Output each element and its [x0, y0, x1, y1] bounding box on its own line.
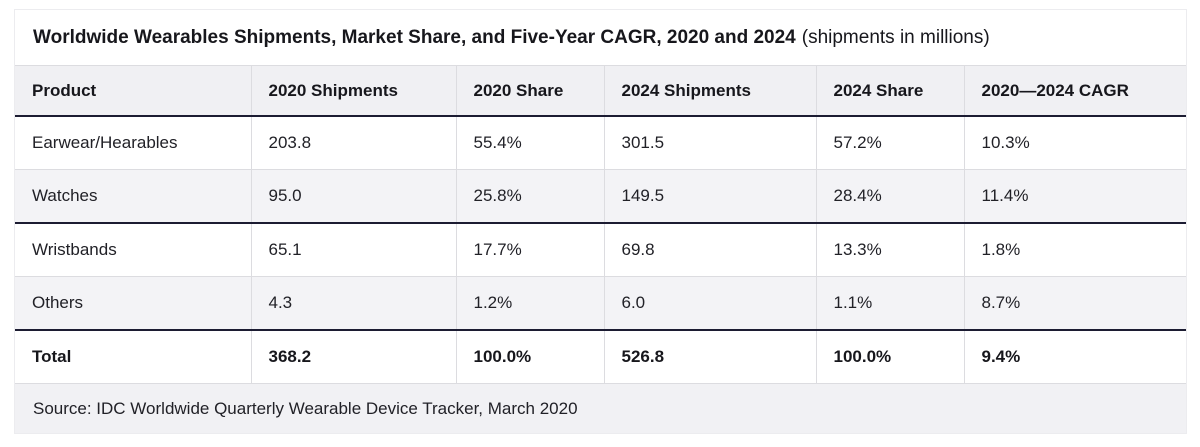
column-header-2024-shipments: 2024 Shipments [603, 65, 816, 116]
cell-2020-share: 100.0% [455, 330, 604, 384]
total-row: Total 368.2 100.0% 526.8 100.0% 9.4% [15, 330, 1186, 384]
cell-product: Earwear/Hearables [32, 133, 178, 152]
column-header-2020-share: 2020 Share [455, 65, 604, 116]
cell-2024-shipments: 526.8 [603, 330, 816, 384]
source-note: Source: IDC Worldwide Quarterly Wearable… [15, 384, 1186, 433]
cell-cagr: 9.4% [963, 330, 1186, 384]
cell-2024-shipments: 149.5 [603, 169, 816, 223]
cell-2024-shipments: 69.8 [603, 223, 816, 277]
table-row: Watches 95.0 25.8% 149.5 28.4% 11.4% [15, 169, 1186, 223]
cell-product: Wristbands [32, 240, 117, 259]
cell-2024-share: 100.0% [815, 330, 964, 384]
cell-cagr: 8.7% [963, 276, 1186, 330]
cell-2020-shipments: 65.1 [250, 223, 456, 277]
cell-cagr: 10.3% [963, 116, 1186, 170]
title-suffix: (shipments in millions) [801, 26, 990, 48]
cell-2020-shipments: 4.3 [250, 276, 456, 330]
cell-2020-shipments: 368.2 [250, 330, 456, 384]
page-title: Worldwide Wearables Shipments, Market Sh… [15, 10, 1186, 65]
cell-2024-share: 28.4% [815, 169, 964, 223]
cell-cagr: 11.4% [963, 169, 1186, 223]
cell-cagr: 1.8% [963, 223, 1186, 277]
column-header-product: Product [32, 80, 97, 100]
cell-2024-share: 13.3% [815, 223, 964, 277]
cell-2020-shipments: 203.8 [250, 116, 456, 170]
header-row: Product 2020 Shipments 2020 Share 2024 S… [15, 65, 1186, 116]
cell-2024-shipments: 6.0 [603, 276, 816, 330]
cell-2020-share: 25.8% [455, 169, 604, 223]
cell-2020-share: 55.4% [455, 116, 604, 170]
column-header-cagr: 2020—2024 CAGR [963, 65, 1186, 116]
table-row: Earwear/Hearables 203.8 55.4% 301.5 57.2% 10.… [15, 116, 1186, 170]
column-header-2024-share: 2024 Share [815, 65, 964, 116]
cell-2024-share: 1.1% [815, 276, 964, 330]
cell-product: Others [32, 293, 84, 312]
cell-2020-shipments: 95.0 [250, 169, 456, 223]
wearables-table-card: Worldwide Wearables Shipments, Market Sh… [14, 9, 1187, 434]
table-body: Earwear/Hearables 203.8 55.4% 301.5 57.2% 10.… [15, 116, 1186, 384]
table-row: Wristbands 65.1 17.7% 69.8 13.3% 1.8% [15, 223, 1186, 277]
column-header-2020-shipments: 2020 Shipments [250, 65, 456, 116]
title-main: Worldwide Wearables Shipments, Market Sh… [33, 26, 796, 48]
cell-2020-share: 17.7% [455, 223, 604, 277]
cell-2020-share: 1.2% [455, 276, 604, 330]
cell-2024-share: 57.2% [815, 116, 964, 170]
cell-2024-shipments: 301.5 [603, 116, 816, 170]
cell-product: Watches [32, 186, 98, 205]
cell-product: Total [32, 347, 72, 366]
table-row: Others 4.3 1.2% 6.0 1.1% 8.7% [15, 276, 1186, 330]
wearables-table: Product 2020 Shipments 2020 Share 2024 S… [15, 65, 1186, 384]
